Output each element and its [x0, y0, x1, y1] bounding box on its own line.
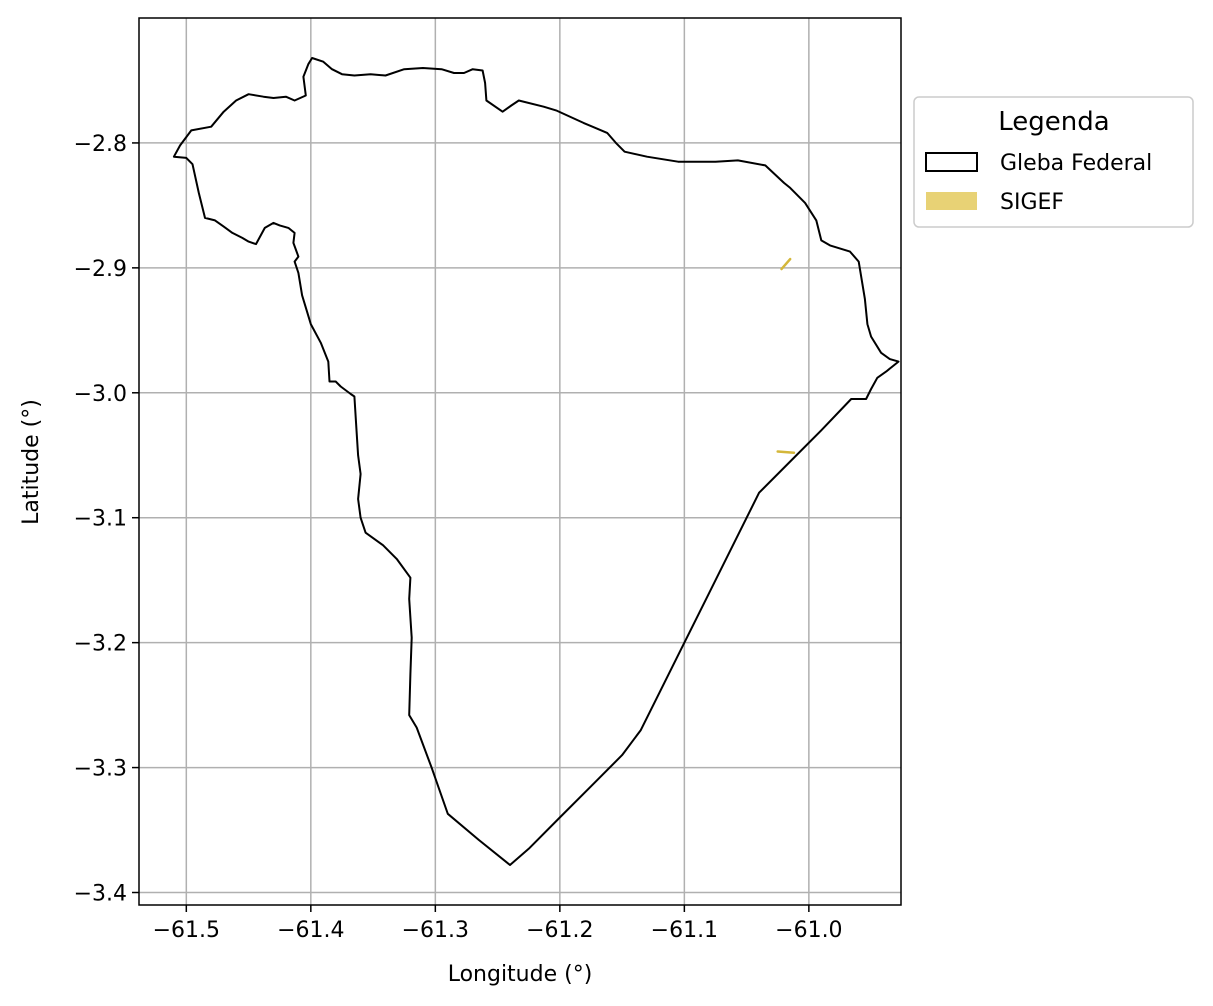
x-tick-label: −61.1 [651, 918, 718, 943]
plot-frame [138, 17, 902, 906]
legend-label-sigef: SIGEF [1000, 190, 1064, 215]
x-tick-label: −61.2 [526, 918, 593, 943]
x-tick-label: −61.3 [402, 918, 469, 943]
x-tick-label: −61.4 [277, 918, 344, 943]
sigef-feature [776, 450, 796, 455]
legend-label-gleba-federal: Gleba Federal [1000, 151, 1152, 176]
y-tick-label: −3.1 [74, 507, 127, 532]
sigef-feature [780, 257, 792, 271]
legend-swatch-sigef [926, 192, 977, 210]
x-axis-label: Longitude (°) [448, 962, 593, 987]
gleba-federal-layer [172, 57, 900, 866]
y-tick-label: −3.2 [74, 632, 127, 657]
legend-box [913, 96, 1194, 228]
grid-lines [139, 18, 901, 905]
y-tick-label: −3.4 [74, 882, 127, 907]
x-tick-label: −61.0 [775, 918, 842, 943]
y-tick-label: −3.0 [74, 382, 127, 407]
y-tick-label: −2.8 [74, 132, 127, 157]
y-axis-label: Latitude (°) [19, 399, 44, 525]
legend-title: Legenda [998, 107, 1109, 137]
x-tick-label: −61.5 [153, 918, 220, 943]
y-tick-label: −2.9 [74, 257, 127, 282]
legend: Legenda Gleba Federal SIGEF [913, 96, 1194, 228]
x-axis-ticks: −61.5 −61.4 −61.3 −61.2 −61.1 −61.0 [153, 905, 843, 943]
y-axis-ticks: −2.8 −2.9 −3.0 −3.1 −3.2 −3.3 −3.4 [74, 132, 139, 907]
y-tick-label: −3.3 [74, 757, 127, 782]
legend-swatch-gleba-federal [925, 152, 978, 172]
sigef-layer [776, 257, 796, 455]
gleba-federal-polygon [172, 57, 900, 866]
